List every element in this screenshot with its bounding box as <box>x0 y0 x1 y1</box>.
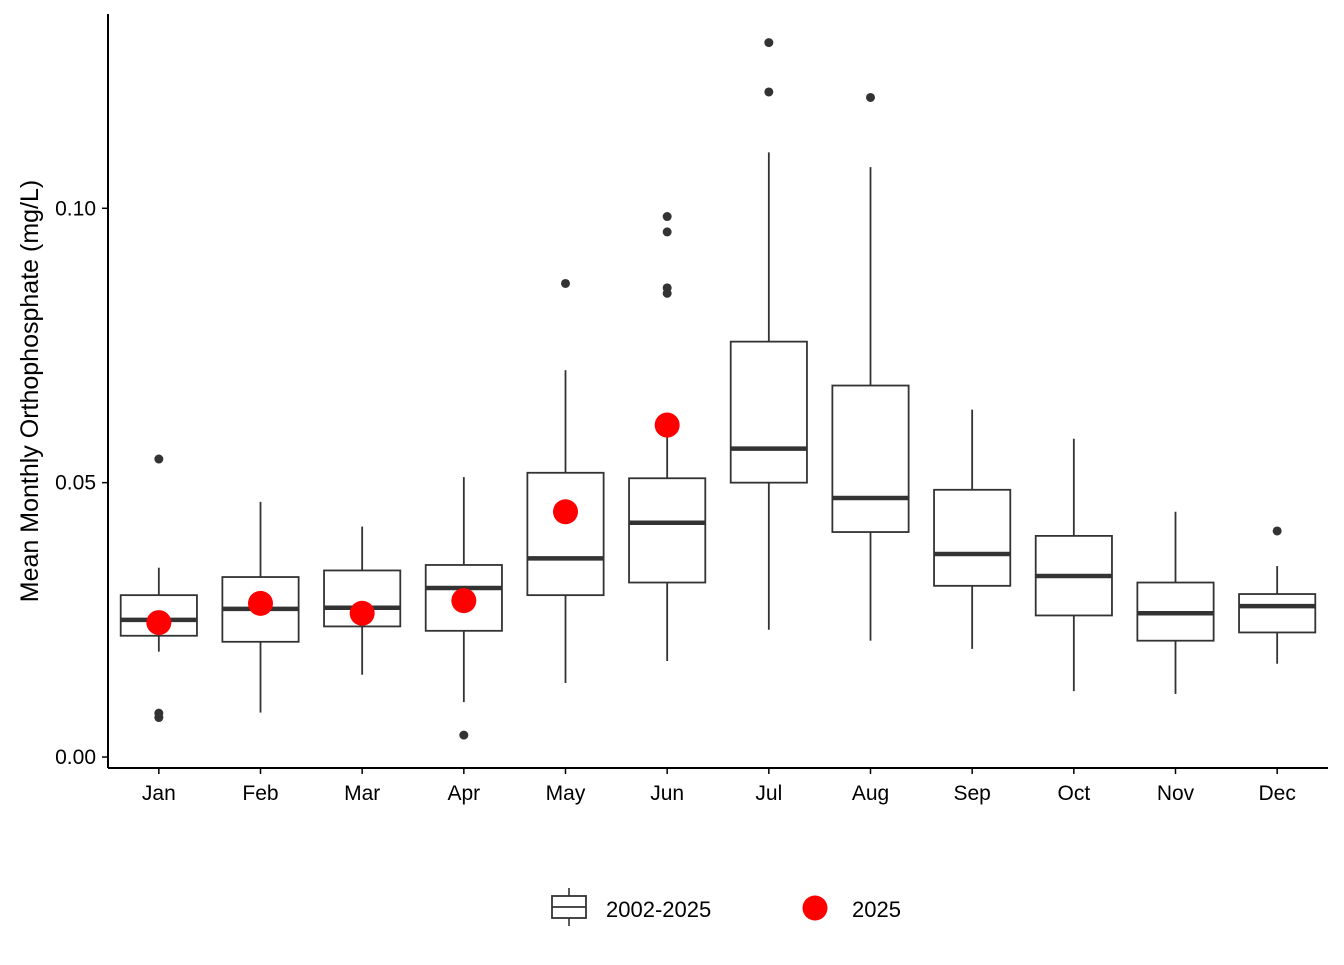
x-tick-label: Oct <box>1057 782 1090 805</box>
point-2025-may <box>553 499 578 525</box>
x-tick-label: May <box>546 782 586 805</box>
boxplot-series <box>119 38 1317 740</box>
y-tick-label: 0.10 <box>55 197 96 220</box>
outlier-point <box>561 278 570 288</box>
box-iqr <box>729 340 808 484</box>
y-axis-title: Mean Monthly Orthophosphate (mg/L) <box>16 180 44 602</box>
legend-point <box>802 895 828 921</box>
current-year-series <box>146 412 680 636</box>
box-jul <box>729 38 808 630</box>
box-iqr <box>526 471 605 597</box>
point-2025-feb <box>248 590 273 616</box>
box-iqr <box>1238 593 1317 634</box>
outlier-point <box>662 288 672 298</box>
box-aug <box>831 92 910 641</box>
box-nov <box>1136 511 1215 694</box>
outlier-point <box>764 38 774 48</box>
box-iqr <box>933 488 1012 587</box>
legend-key-boxplot <box>551 888 587 926</box>
legend: 2002-2025 2025 <box>551 888 901 926</box>
box-dec <box>1238 526 1317 664</box>
point-2025-mar <box>349 600 375 626</box>
outlier-point <box>866 92 875 102</box>
x-tick-label: Feb <box>242 782 278 805</box>
box-jan <box>119 454 198 723</box>
box-iqr <box>831 384 910 533</box>
legend-label-boxplot: 2002-2025 <box>606 897 711 922</box>
outlier-point <box>764 87 774 97</box>
outlier-point <box>154 454 164 464</box>
x-tick-label: Apr <box>447 782 480 805</box>
box-apr <box>424 477 503 740</box>
box-jun <box>628 212 707 661</box>
x-tick-label: Aug <box>852 782 889 805</box>
y-tick-label: 0.00 <box>55 746 96 769</box>
box-may <box>526 278 605 683</box>
legend-key-point <box>802 895 828 921</box>
point-2025-jun <box>654 412 680 438</box>
outlier-point <box>1272 526 1282 536</box>
x-tick-label: Nov <box>1157 782 1195 805</box>
box-iqr <box>628 477 707 584</box>
x-tick-label: Sep <box>953 782 990 805</box>
x-axis: Jan Feb Mar Apr May Jun Jul Aug Sep Oct Nov Dec <box>108 767 1328 805</box>
x-tick-label: Jun <box>650 782 684 805</box>
x-tick-label: Dec <box>1258 782 1295 805</box>
legend-label-point: 2025 <box>852 897 901 922</box>
outlier-point <box>662 212 672 222</box>
x-tick-label: Jan <box>142 782 176 805</box>
point-2025-jan <box>146 610 172 636</box>
y-tick-label: 0.05 <box>55 472 96 495</box>
outlier-point <box>662 227 672 237</box>
outlier-point <box>154 713 164 723</box>
point-2025-apr <box>451 588 477 614</box>
x-tick-label: Mar <box>344 782 380 805</box>
outlier-point <box>459 730 469 740</box>
box-sep <box>933 409 1012 649</box>
x-tick-label: Jul <box>755 782 782 805</box>
box-iqr <box>424 564 503 632</box>
box-oct <box>1034 438 1113 692</box>
y-axis: 0.00 0.05 0.10 <box>55 14 109 769</box>
box-mar <box>323 526 402 675</box>
